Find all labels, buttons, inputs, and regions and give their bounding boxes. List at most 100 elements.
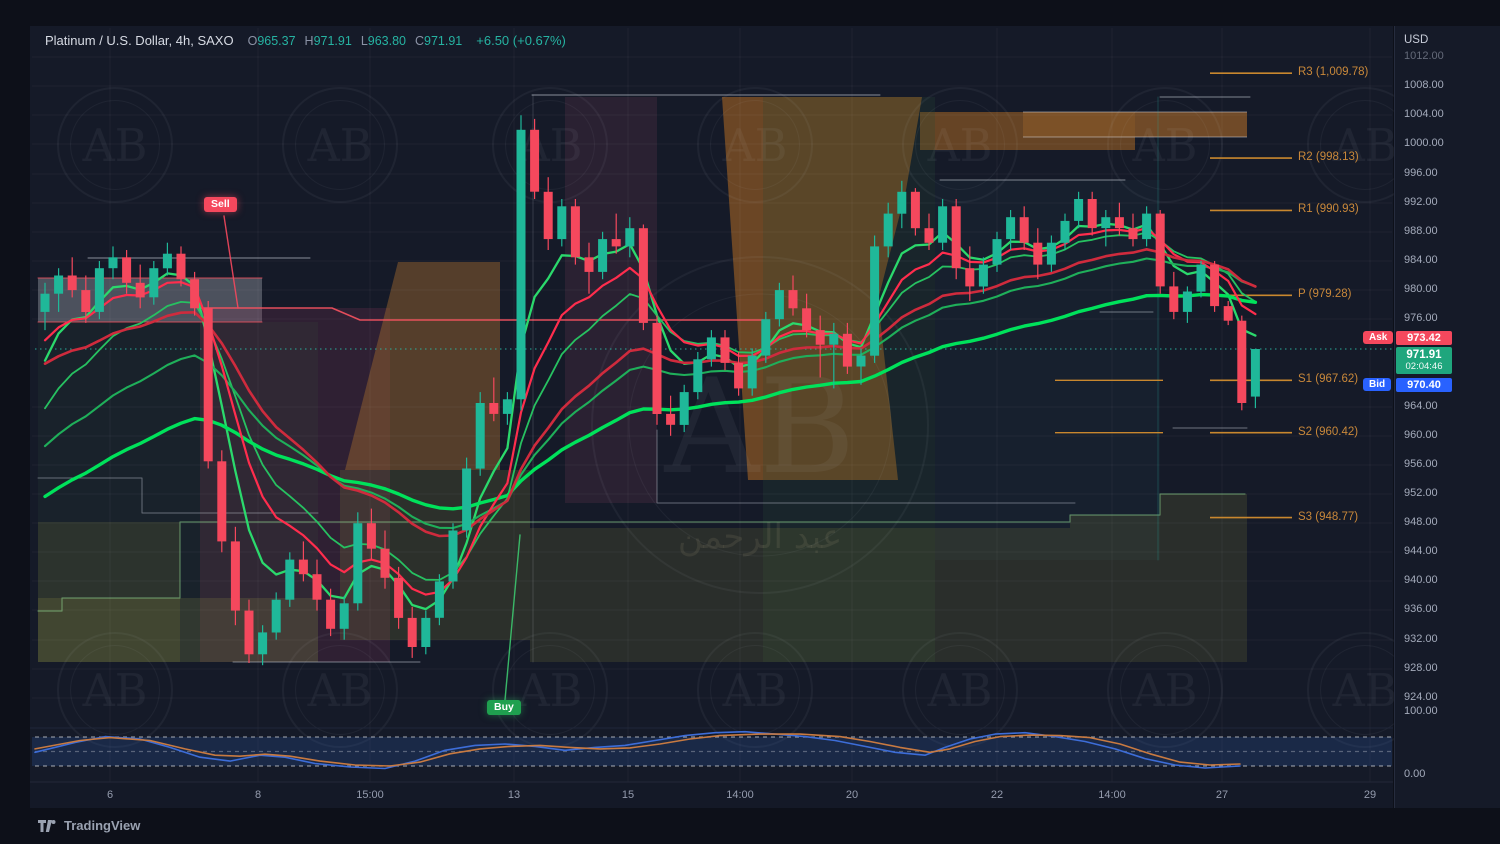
oscillator-blue-line bbox=[34, 730, 1241, 770]
last-price-box: 971.91 02:04:46 bbox=[1396, 347, 1452, 374]
price-tick: 976.00 bbox=[1404, 312, 1438, 324]
price-tick: 1004.00 bbox=[1404, 108, 1444, 120]
sell-marker[interactable]: Sell bbox=[204, 197, 237, 212]
svg-text:AB: AB bbox=[1332, 121, 1398, 172]
ab-watermark: AB bbox=[902, 632, 1018, 748]
price-tick: 932.00 bbox=[1404, 633, 1438, 645]
time-tick: 13 bbox=[507, 789, 521, 801]
pivot-label-r3: R3 (1,009.78) bbox=[1298, 66, 1369, 79]
pivot-label-p: P (979.28) bbox=[1298, 288, 1352, 301]
svg-text:AB: AB bbox=[722, 121, 788, 172]
ab-watermark: AB bbox=[1307, 632, 1423, 748]
svg-text:AB: AB bbox=[664, 350, 856, 503]
ab-watermark: AB bbox=[1307, 87, 1423, 203]
svg-text:AB: AB bbox=[82, 121, 148, 172]
zone-brown-left bbox=[345, 262, 500, 470]
svg-text:AB: AB bbox=[1132, 666, 1198, 717]
pivot-label-s3: S3 (948.77) bbox=[1298, 510, 1359, 523]
svg-text:AB: AB bbox=[307, 666, 373, 717]
low-value: 963.80 bbox=[367, 34, 406, 48]
bid-price-box: 970.40 bbox=[1396, 378, 1452, 392]
price-tick: 992.00 bbox=[1404, 196, 1438, 208]
ab-watermark: AB bbox=[1107, 87, 1223, 203]
price-tick: 1012.00 bbox=[1404, 50, 1444, 62]
pivot-label-s1: S1 (967.62) bbox=[1298, 373, 1359, 386]
price-tick: 956.00 bbox=[1404, 458, 1438, 470]
price-tick: 1008.00 bbox=[1404, 79, 1444, 91]
ab-watermark: AB bbox=[1107, 632, 1223, 748]
ema-base-green bbox=[43, 292, 1258, 511]
pivot-label-s2: S2 (960.42) bbox=[1298, 425, 1359, 438]
svg-text:AB: AB bbox=[927, 666, 993, 717]
ab-watermark: AB bbox=[57, 87, 173, 203]
time-tick: 15:00 bbox=[356, 789, 384, 801]
svg-text:AB: AB bbox=[82, 666, 148, 717]
ab-watermark: AB bbox=[492, 632, 608, 748]
time-tick: 14:00 bbox=[726, 789, 754, 801]
price-tick: 944.00 bbox=[1404, 545, 1438, 557]
time-tick: 29 bbox=[1363, 789, 1377, 801]
oscillator-orange-line bbox=[34, 733, 1241, 767]
price-axis[interactable]: USD 1012.00 1008.00 1004.00 1000.00 996.00 99… bbox=[1394, 26, 1500, 808]
symbol-title[interactable]: Platinum / U.S. Dollar, 4h, SAXO bbox=[45, 33, 234, 48]
ab-watermark: AB bbox=[282, 632, 398, 748]
price-tick: 980.00 bbox=[1404, 283, 1438, 295]
zone-brown-mid bbox=[722, 97, 922, 480]
zone-olive-mid bbox=[530, 494, 1247, 662]
high-label: H bbox=[304, 34, 314, 48]
watermark-arabic-text: عبد الرحمن bbox=[678, 517, 842, 557]
ohlc-readout: O965.37 H971.91 L963.80 C971.91 bbox=[248, 34, 463, 48]
time-tick: 22 bbox=[990, 789, 1004, 801]
time-tick: 14:00 bbox=[1098, 789, 1126, 801]
candlesticks[interactable] bbox=[40, 115, 1260, 666]
price-tick: 940.00 bbox=[1404, 574, 1438, 586]
ab-watermark: AB bbox=[697, 87, 813, 203]
time-tick: 8 bbox=[254, 789, 262, 801]
bar-countdown: 02:04:46 bbox=[1405, 361, 1443, 372]
price-tick: 0.00 bbox=[1404, 768, 1426, 780]
price-tick: 984.00 bbox=[1404, 254, 1438, 266]
price-tick: 964.00 bbox=[1404, 400, 1438, 412]
svg-text:AB: AB bbox=[1132, 121, 1198, 172]
ask-price-box: 973.42 bbox=[1396, 331, 1452, 345]
change-value: +6.50 (+0.67%) bbox=[476, 33, 566, 48]
svg-text:AB: AB bbox=[927, 121, 993, 172]
bid-tag: Bid bbox=[1363, 378, 1392, 391]
time-axis-strip[interactable] bbox=[30, 782, 1393, 808]
tradingview-attribution[interactable]: TradingView bbox=[38, 818, 140, 833]
time-tick: 6 bbox=[106, 789, 114, 801]
price-tick: 928.00 bbox=[1404, 662, 1438, 674]
time-tick: 27 bbox=[1215, 789, 1229, 801]
zone-darkgreen-mid bbox=[763, 97, 935, 662]
ask-tag: Ask bbox=[1363, 331, 1394, 344]
close-label: C bbox=[415, 34, 425, 48]
price-tick: 1000.00 bbox=[1404, 137, 1444, 149]
oscillator-band bbox=[32, 737, 1392, 766]
svg-text:AB: AB bbox=[517, 121, 583, 172]
tradingview-logo-text: TradingView bbox=[64, 818, 141, 833]
zone-darkgreen-left bbox=[38, 322, 318, 662]
ab-watermark: AB bbox=[902, 87, 1018, 203]
pivot-label-r1: R1 (990.93) bbox=[1298, 203, 1359, 216]
buy-marker[interactable]: Buy bbox=[487, 700, 521, 715]
symbol-header[interactable]: Platinum / U.S. Dollar, 4h, SAXO O965.37… bbox=[45, 33, 566, 48]
currency-label: USD bbox=[1404, 34, 1429, 46]
price-tick: 960.00 bbox=[1404, 429, 1438, 441]
price-tick: 952.00 bbox=[1404, 487, 1438, 499]
high-value: 971.91 bbox=[313, 34, 352, 48]
svg-text:AB: AB bbox=[307, 121, 373, 172]
zone-olive-left-b bbox=[38, 598, 318, 662]
price-tick: 948.00 bbox=[1404, 516, 1438, 528]
ema-slow-red bbox=[43, 248, 1257, 538]
open-label: O bbox=[247, 34, 258, 48]
tradingview-logo-icon bbox=[38, 819, 56, 832]
close-value: 971.91 bbox=[424, 34, 463, 48]
ab-watermark: AB bbox=[57, 632, 173, 748]
ema-slow-green bbox=[43, 257, 1257, 530]
open-value: 965.37 bbox=[257, 34, 296, 48]
last-price-value: 971.91 bbox=[1406, 349, 1442, 361]
price-tick: 936.00 bbox=[1404, 603, 1438, 615]
price-tick: 924.00 bbox=[1404, 691, 1438, 703]
